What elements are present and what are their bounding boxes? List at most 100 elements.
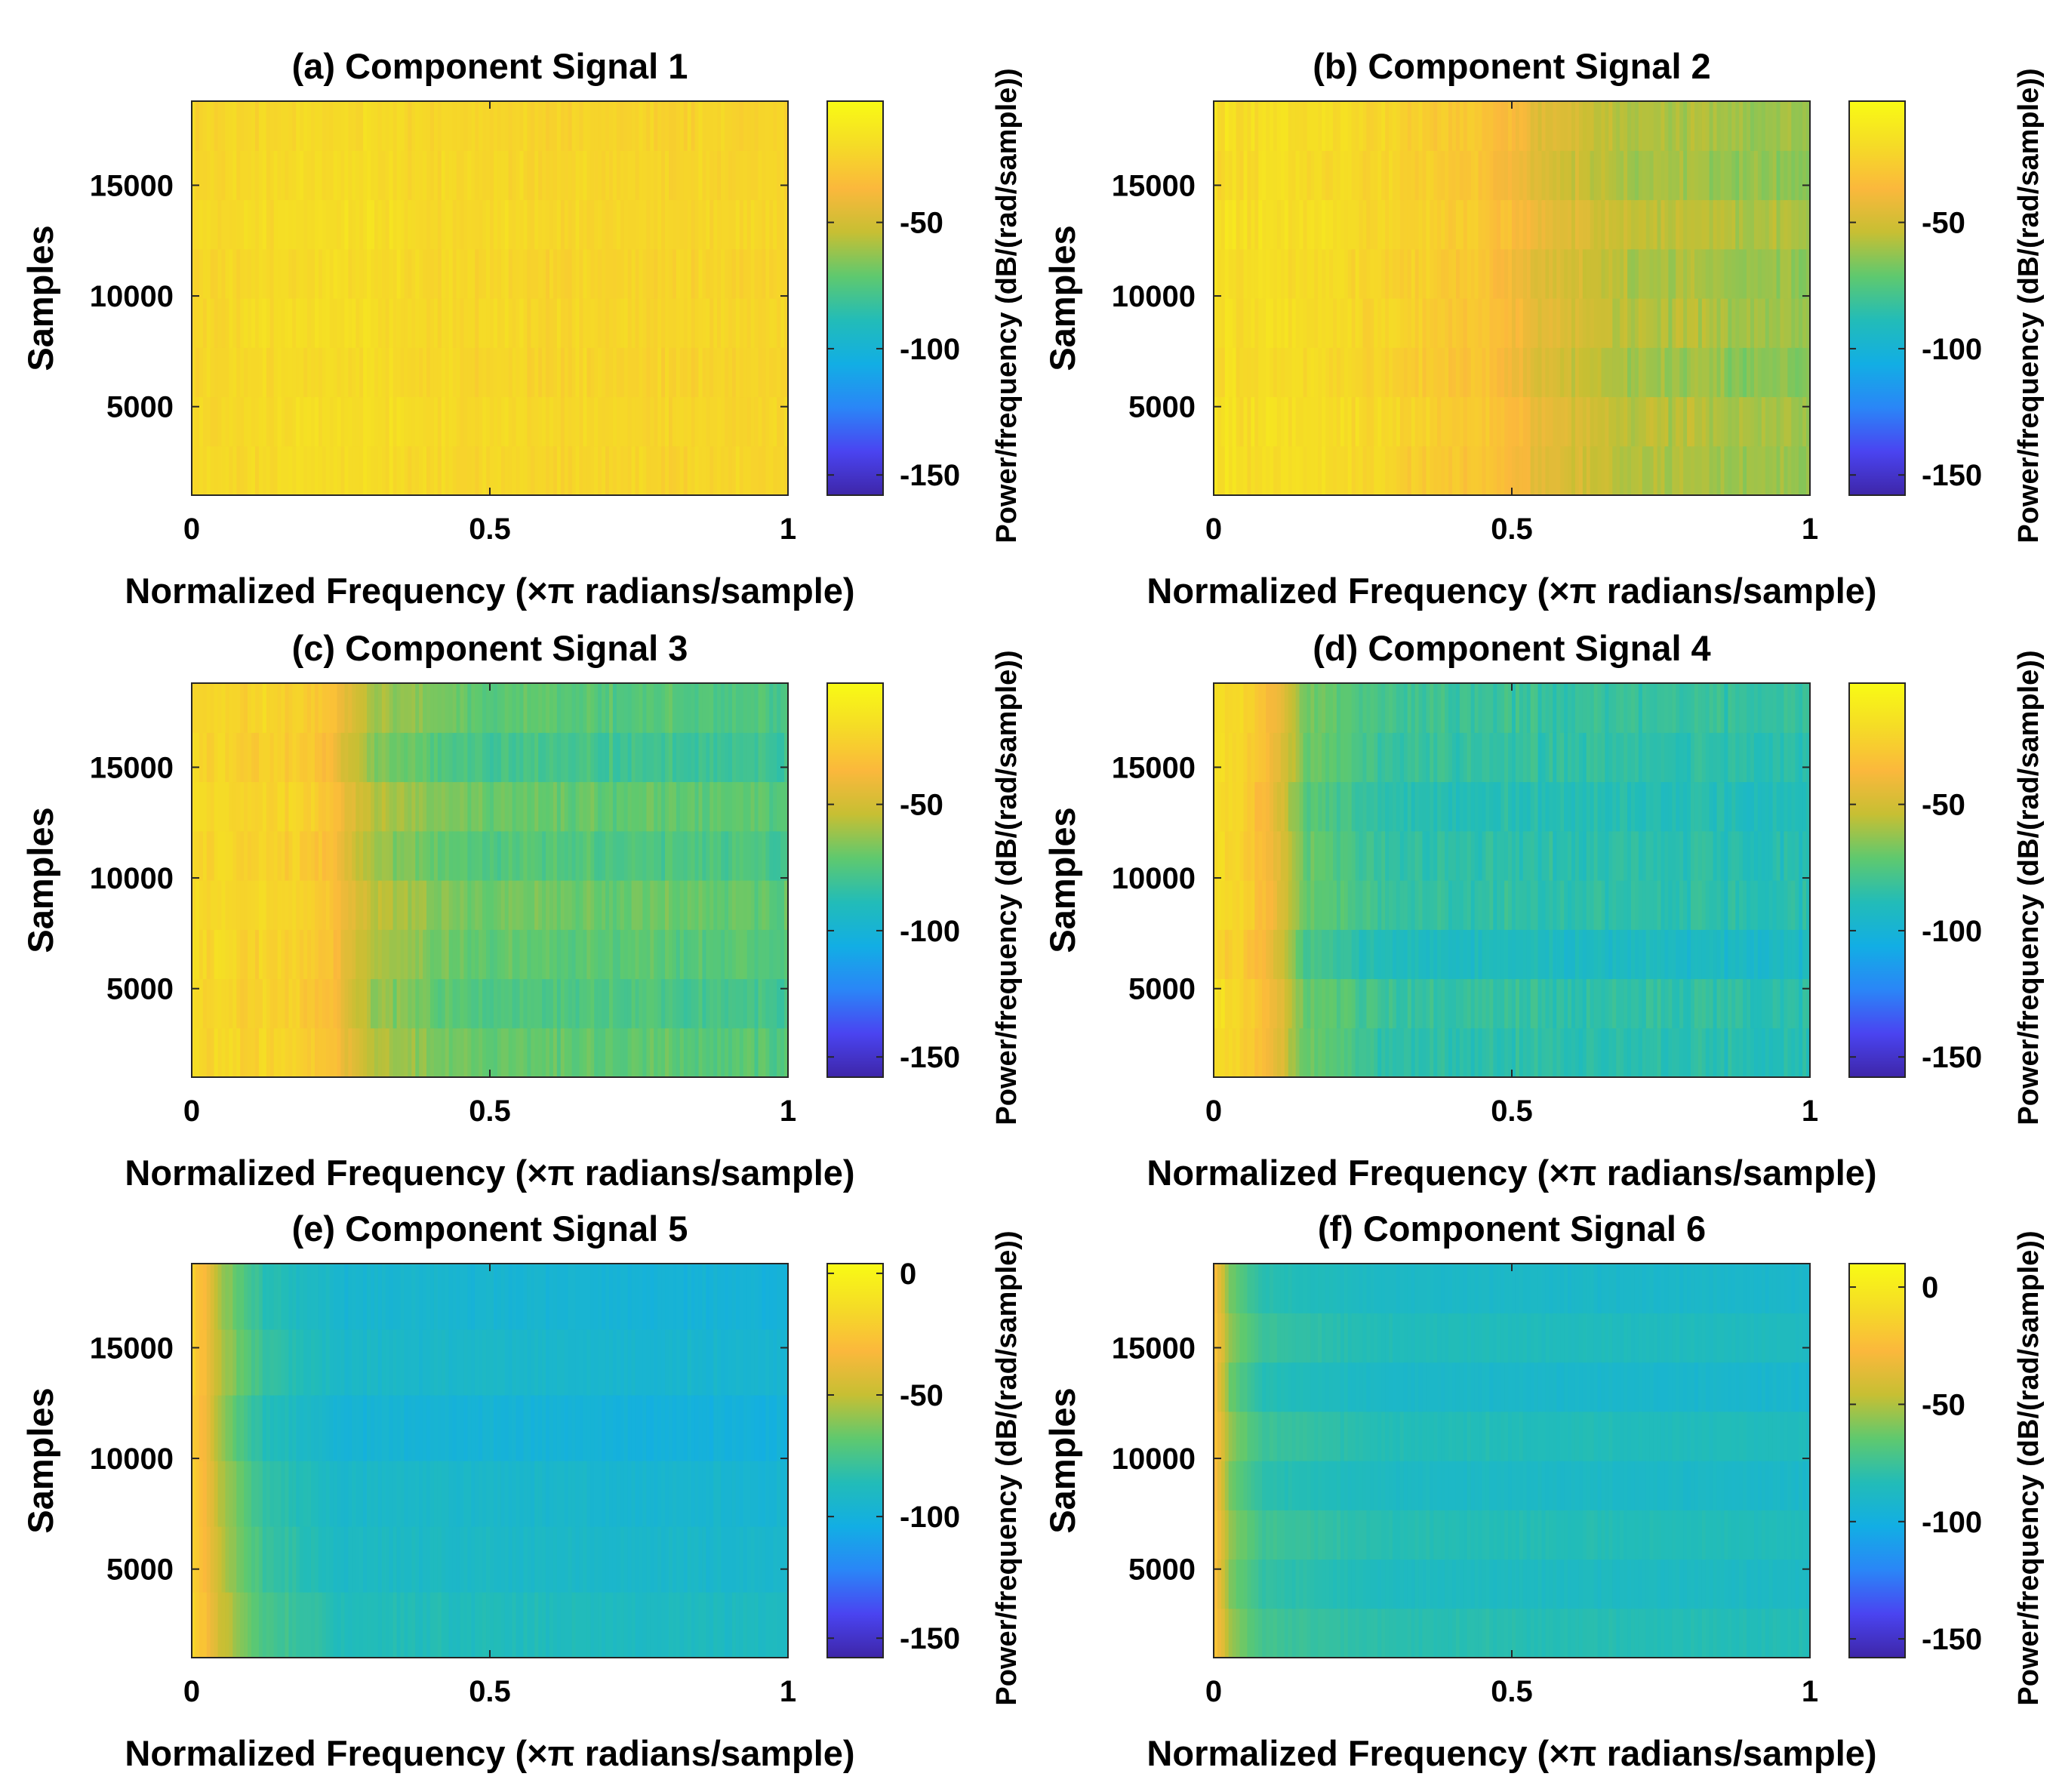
- heatmap-cell: [1795, 830, 1799, 881]
- heatmap-cell: [1455, 1027, 1460, 1077]
- heatmap-cell: [1638, 396, 1643, 447]
- heatmap-cell: [1239, 732, 1245, 783]
- heatmap-cell: [642, 929, 647, 980]
- heatmap-cell: [1220, 929, 1226, 980]
- heatmap-cell: [217, 445, 223, 495]
- heatmap-cell: [1322, 830, 1326, 881]
- heatmap-cell: [512, 396, 517, 447]
- heatmap-cell: [1374, 978, 1378, 1029]
- heatmap-cell: [1370, 929, 1374, 980]
- heatmap-cell: [1676, 445, 1680, 495]
- heatmap-cell: [463, 880, 468, 930]
- heatmap-cell: [1433, 298, 1438, 348]
- heatmap-cell: [1687, 298, 1691, 348]
- heatmap-cell: [654, 298, 658, 348]
- heatmap-cell: [1716, 830, 1722, 881]
- heatmap-cell: [650, 445, 654, 495]
- heatmap-cell: [1739, 298, 1744, 348]
- heatmap-cell: [1645, 929, 1651, 980]
- heatmap-cell: [262, 830, 267, 881]
- heatmap-cell: [1806, 1027, 1810, 1077]
- heatmap-cell: [1664, 396, 1669, 447]
- heatmap-cell: [657, 248, 662, 299]
- heatmap-cell: [248, 978, 252, 1029]
- heatmap-cell: [1403, 199, 1408, 250]
- heatmap-cell: [1653, 880, 1658, 930]
- heatmap-cell: [657, 830, 662, 881]
- heatmap-cell: [392, 830, 398, 881]
- heatmap-cell: [408, 150, 412, 201]
- heatmap-cell: [1325, 347, 1330, 398]
- heatmap-cell: [1314, 732, 1319, 783]
- heatmap-cell: [765, 683, 770, 733]
- heatmap-cell: [769, 1027, 774, 1077]
- heatmap-cell: [1776, 1027, 1781, 1077]
- heatmap-cell: [669, 298, 673, 348]
- heatmap-cell: [463, 445, 468, 495]
- heatmap-cell: [1220, 445, 1226, 495]
- heatmap-cell: [1295, 830, 1300, 881]
- heatmap-cell: [1624, 830, 1628, 881]
- heatmap-cell: [1780, 929, 1785, 980]
- heatmap-cell: [1757, 929, 1762, 980]
- heatmap-cell: [452, 929, 457, 980]
- heatmap-cell: [1399, 101, 1405, 151]
- heatmap-cell: [1336, 248, 1341, 299]
- heatmap-cell: [311, 298, 315, 348]
- heatmap-cell: [1705, 781, 1710, 832]
- heatmap-cell: [1739, 880, 1744, 930]
- heatmap-cell: [642, 1027, 647, 1077]
- heatmap-cell: [512, 1027, 517, 1077]
- heatmap-cell: [292, 101, 297, 151]
- heatmap-cell: [1784, 781, 1788, 832]
- heatmap-cell: [519, 880, 525, 930]
- heatmap-cell: [616, 199, 621, 250]
- heatmap-cell: [497, 929, 502, 980]
- heatmap-cell: [300, 732, 304, 783]
- heatmap-cell: [650, 248, 654, 299]
- heatmap-cell: [657, 978, 662, 1029]
- heatmap-cell: [192, 929, 196, 980]
- heatmap-cell: [564, 298, 569, 348]
- heatmap-cell: [598, 978, 602, 1029]
- heatmap-cell: [363, 1027, 368, 1077]
- heatmap-cell: [192, 298, 196, 348]
- heatmap-cell: [594, 101, 599, 151]
- heatmap-cell: [288, 880, 293, 930]
- heatmap-cell: [1340, 445, 1345, 495]
- heatmap-cell: [523, 199, 528, 250]
- heatmap-cell: [754, 880, 759, 930]
- heatmap-cell: [1217, 101, 1222, 151]
- heatmap-cell: [471, 199, 476, 250]
- heatmap-cell: [254, 347, 260, 398]
- heatmap-cell: [560, 396, 565, 447]
- heatmap-cell: [1407, 1027, 1412, 1077]
- heatmap-cell: [367, 199, 371, 250]
- heatmap-cell: [1295, 732, 1300, 783]
- heatmap-cell: [762, 298, 766, 348]
- heatmap-cell: [1482, 880, 1487, 930]
- heatmap-cell: [1645, 347, 1651, 398]
- heatmap-cell: [1228, 445, 1233, 495]
- heatmap-cell: [1239, 298, 1245, 348]
- heatmap-cell: [1214, 732, 1218, 783]
- heatmap-cell: [333, 445, 338, 495]
- heatmap-cell: [780, 1027, 785, 1077]
- heatmap-cell: [285, 1027, 289, 1077]
- heatmap-cell: [691, 347, 696, 398]
- heatmap-cell: [1553, 880, 1557, 930]
- heatmap-cell: [262, 396, 267, 447]
- heatmap-cell: [423, 248, 427, 299]
- heatmap-cell: [1455, 150, 1460, 201]
- heatmap-cell: [1753, 199, 1759, 250]
- heatmap-cell: [523, 445, 528, 495]
- heatmap-cell: [210, 347, 215, 398]
- heatmap-cell: [269, 732, 275, 783]
- heatmap-cell: [706, 199, 710, 250]
- heatmap-cell: [258, 199, 263, 250]
- heatmap-cell: [556, 150, 562, 201]
- heatmap-cell: [609, 1027, 614, 1077]
- heatmap-cell: [620, 683, 625, 733]
- heatmap-cell: [1445, 445, 1449, 495]
- heatmap-cell: [650, 199, 654, 250]
